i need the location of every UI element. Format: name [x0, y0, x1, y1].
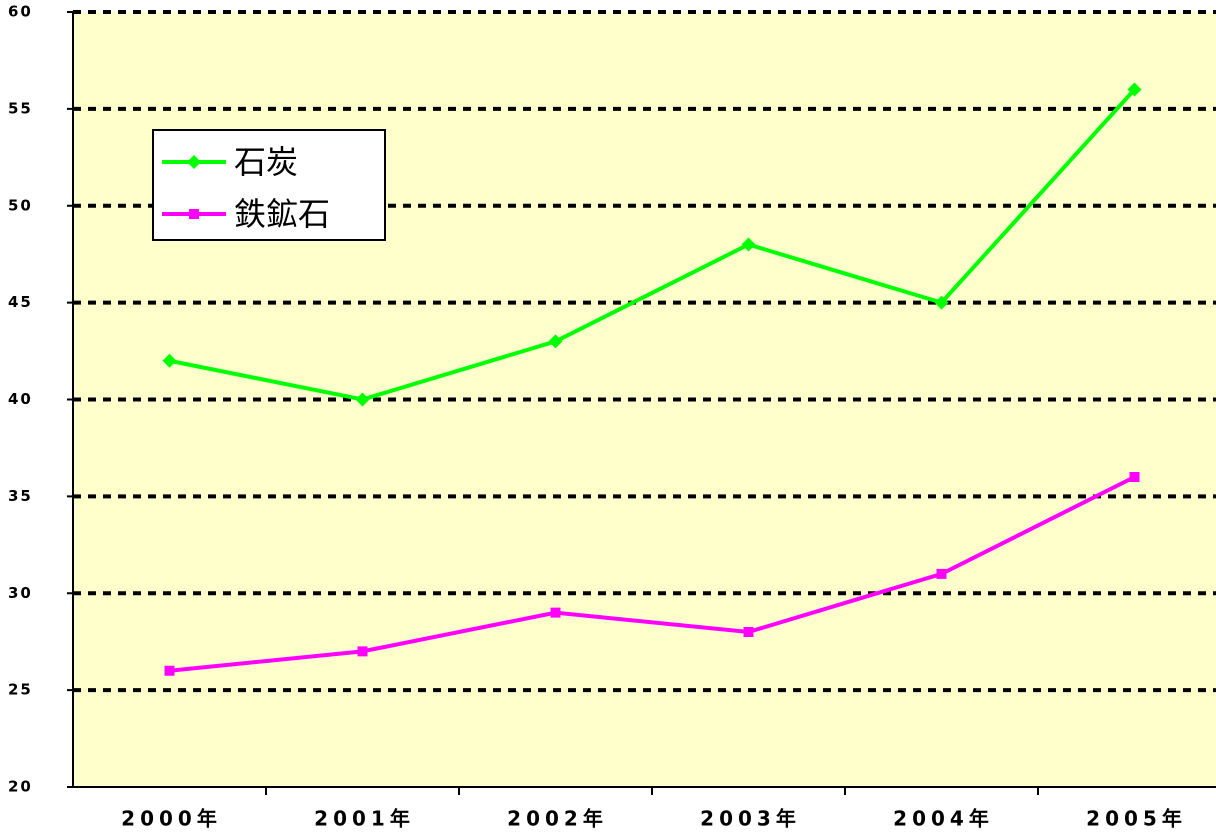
y-tick-label: 25 — [8, 681, 33, 699]
point — [1127, 82, 1142, 97]
x-tick-label: 2000年 — [121, 807, 222, 831]
x-tick-label: 2001年 — [314, 807, 415, 831]
legend-label: 鉄鉱石 — [234, 195, 330, 233]
legend-marker — [189, 209, 199, 219]
y-tick-label: 50 — [8, 196, 33, 214]
point — [934, 295, 949, 310]
point — [164, 665, 175, 676]
y-tick-label: 55 — [8, 99, 33, 117]
point — [743, 627, 754, 637]
legend-box — [152, 129, 386, 241]
point — [741, 237, 756, 252]
point — [357, 646, 368, 657]
y-tick-label: 30 — [8, 584, 33, 602]
line — [169, 88, 1136, 402]
x-tick-label: 2005年 — [1086, 807, 1187, 831]
y-tick-label: 20 — [8, 778, 33, 796]
point — [550, 607, 561, 618]
legend-label: 石炭 — [234, 143, 298, 181]
x-tick-label: 2002年 — [507, 807, 608, 831]
line — [169, 475, 1136, 673]
point — [936, 568, 947, 579]
x-tick-label: 2004年 — [893, 807, 994, 831]
point — [355, 392, 370, 407]
y-tick-label: 40 — [8, 390, 33, 408]
y-tick-label: 45 — [8, 293, 33, 311]
point — [548, 334, 563, 349]
x-tick-label: 2003年 — [700, 807, 801, 831]
point — [162, 353, 177, 368]
y-tick-label: 35 — [8, 487, 33, 505]
legend-marker — [187, 155, 201, 169]
point — [1129, 472, 1140, 482]
y-tick-label: 60 — [8, 3, 33, 21]
